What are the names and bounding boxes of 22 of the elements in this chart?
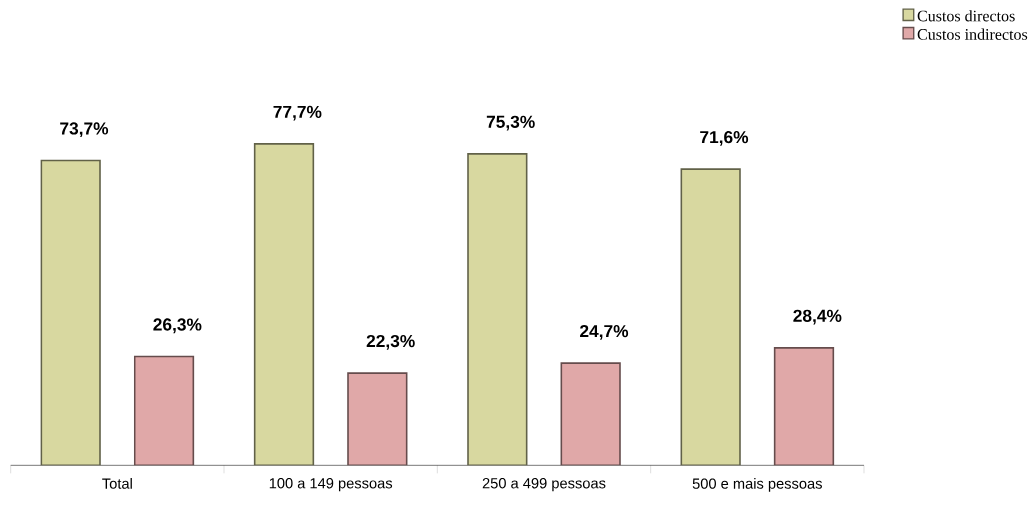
data-label: 26,3% xyxy=(153,318,202,334)
data-label: 77,7% xyxy=(273,105,322,121)
data-label: 28,4% xyxy=(793,309,842,325)
bar xyxy=(40,159,101,466)
legend-label: Custos directos xyxy=(917,10,1015,22)
data-label: 73,7% xyxy=(60,122,109,138)
bar xyxy=(133,355,195,466)
data-label: 71,6% xyxy=(700,131,749,146)
x-tick-label: 250 a 499 pessoas xyxy=(482,478,606,492)
bar xyxy=(680,168,741,466)
bar xyxy=(467,153,528,466)
bar xyxy=(253,143,315,466)
data-label: 24,7% xyxy=(580,325,629,340)
x-tick-label: 500 e mais pessoas xyxy=(692,478,822,492)
legend-label: Custos indirectos xyxy=(917,28,1028,40)
bar xyxy=(560,362,621,466)
bar xyxy=(773,347,835,466)
bar xyxy=(347,372,408,466)
x-tick-label: Total xyxy=(102,478,132,489)
data-label: 75,3% xyxy=(486,115,535,131)
x-tick-label: 100 a 149 pessoas xyxy=(269,478,393,492)
data-label: 22,3% xyxy=(366,335,415,350)
